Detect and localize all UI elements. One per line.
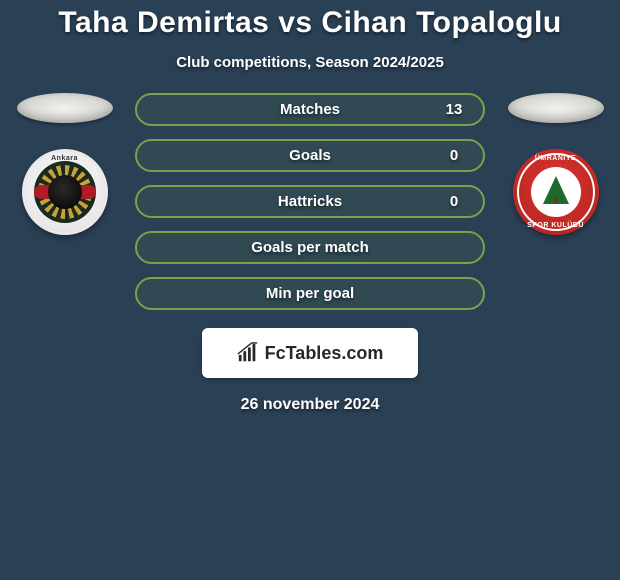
left-player-avatar-placeholder <box>17 93 113 123</box>
left-player-column: Ankara 1923 <box>10 93 119 235</box>
stat-right-value: 13 <box>443 101 465 118</box>
stat-label: Goals per match <box>177 239 443 256</box>
stat-label: Goals <box>177 147 443 164</box>
stat-label: Min per goal <box>177 285 443 302</box>
right-player-avatar-placeholder <box>508 93 604 123</box>
stat-label: Matches <box>177 101 443 118</box>
page-title: Taha Demirtas vs Cihan Topaloglu <box>0 0 620 40</box>
generated-date: 26 november 2024 <box>0 396 620 414</box>
page-subtitle: Club competitions, Season 2024/2025 <box>0 54 620 71</box>
right-crest-label-bottom: SPOR KULÜBÜ <box>513 222 599 229</box>
stat-row-matches: Matches 13 <box>135 93 485 126</box>
stats-list: Matches 13 Goals 0 Hattricks 0 Goals per… <box>135 93 485 310</box>
stat-row-min-per-goal: Min per goal <box>135 277 485 310</box>
stat-right-value: 0 <box>443 193 465 210</box>
right-club-crest: ÜMRANİYE SPOR KULÜBÜ <box>513 149 599 235</box>
left-club-crest: Ankara 1923 <box>22 149 108 235</box>
stat-row-goals-per-match: Goals per match <box>135 231 485 264</box>
comparison-container: Ankara 1923 Matches 13 Goals 0 Hattricks… <box>0 93 620 310</box>
brand-badge[interactable]: FcTables.com <box>202 328 418 378</box>
stat-label: Hattricks <box>177 193 443 210</box>
stat-row-goals: Goals 0 <box>135 139 485 172</box>
bar-chart-icon <box>237 342 259 364</box>
right-crest-label-top: ÜMRANİYE <box>513 155 599 162</box>
brand-text: FcTables.com <box>265 343 384 364</box>
right-player-column: ÜMRANİYE SPOR KULÜBÜ <box>501 93 610 235</box>
stat-right-value: 0 <box>443 147 465 164</box>
stat-row-hattricks: Hattricks 0 <box>135 185 485 218</box>
